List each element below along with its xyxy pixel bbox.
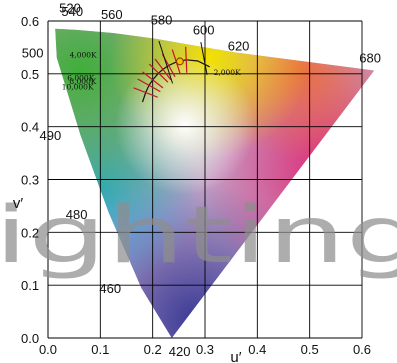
isotherm-tick [148,63,169,83]
x-axis-label: u′ [230,349,241,363]
cct-label: 4,000K [70,51,97,60]
wavelength-label: 490 [39,128,61,143]
isotherm-tick [154,58,172,81]
y-tick-label: 0.3 [21,173,39,188]
wavelength-label: 580 [151,13,173,28]
x-tick-label: 0.5 [301,342,319,357]
wavelength-label: 460 [99,281,121,296]
tick-labels: 0.0 0.1 0.2 0.3 0.4 0.5 0.6 0.0 0.1 0.2 0.3 0.4 0.5 0… [13,14,371,363]
x-tick-label: 0.3 [196,342,214,357]
y-tick-label: 0.5 [21,67,39,82]
y-tick-label: 0.1 [21,278,39,293]
wavelength-label: 420 [169,344,191,359]
cct-label: 8,000K [69,77,96,86]
isotherm-tick [133,87,158,98]
cct-label: 10,000K [62,83,94,92]
x-tick-label: 0.6 [353,342,371,357]
y-axis-label: v′ [13,195,24,212]
wavelength-label: 540 [61,4,83,19]
isotherm-tick [142,71,164,89]
isotherm-tick [185,46,188,73]
cct-label: 2,000K [214,68,241,77]
y-tick-label: 0.6 [21,14,39,29]
reference-point [175,57,184,66]
y-tick-label-origin: 0.0 [21,331,39,346]
y-tick-label: 0.4 [21,120,39,135]
wavelength-label: 600 [193,22,215,37]
wavelength-label: 560 [101,7,123,22]
wavelength-label: 480 [66,207,88,222]
grid-lines [47,20,363,339]
wavelength-label: 520 [59,1,81,16]
x-tick-label: 0.4 [248,342,266,357]
isotherm-tick [137,78,161,93]
isotherm-line [200,42,208,75]
watermark-text: ighting [0,191,397,281]
x-tick-label: 0.0 [39,342,57,357]
cct-label: 6,000K [67,74,94,83]
watermark-layer: ighting [0,191,397,281]
y-tick-label: 0.2 [21,225,39,240]
isotherm-line [158,40,174,84]
x-tick-label: 0.1 [91,342,109,357]
wavelength-label: 500 [22,46,44,61]
x-tick-label: 0.2 [144,342,162,357]
wavelength-label: 620 [228,38,250,53]
wavelength-label: 680 [359,51,381,66]
